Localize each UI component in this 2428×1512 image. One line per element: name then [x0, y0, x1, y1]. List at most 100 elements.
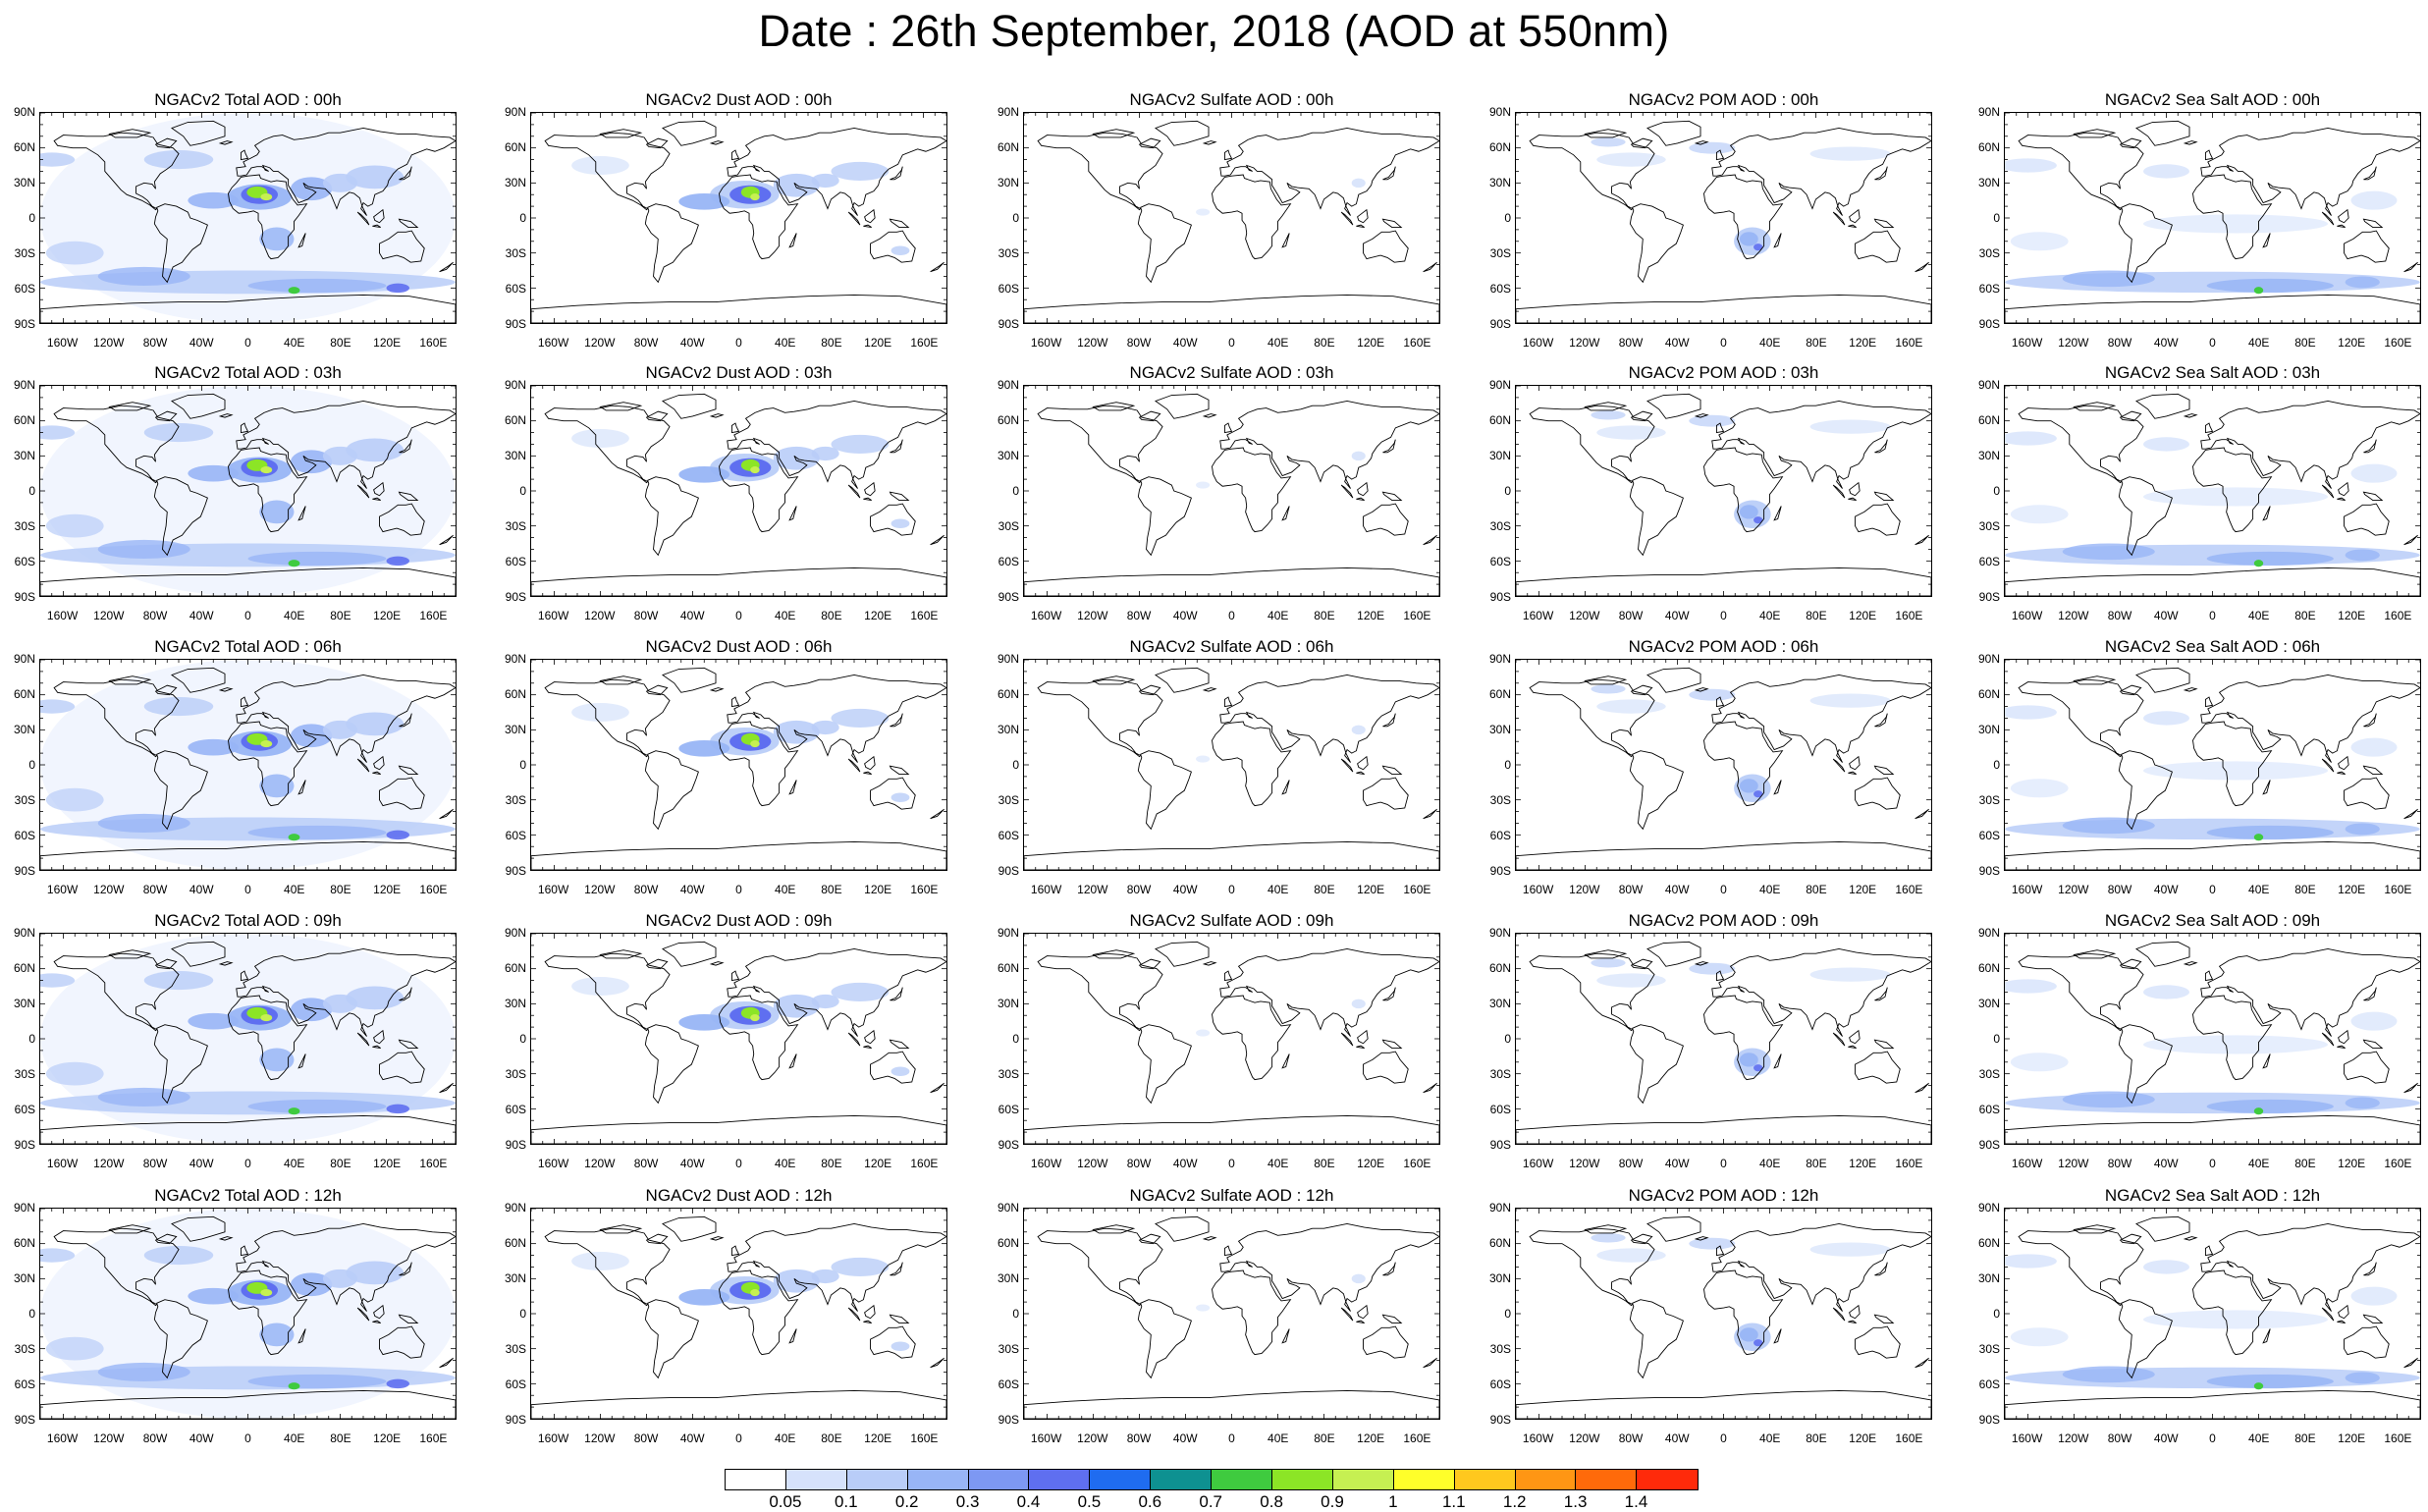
- map-panel-pom-3: NGACv2 POM AOD : 09h 90N 60N 30N 0 30S 60S 90S 1…: [1476, 911, 1967, 1186]
- coastline: [1356, 497, 1365, 501]
- lat-label: 90N: [13, 926, 35, 940]
- aod-plume: [750, 193, 760, 201]
- coastline: [379, 503, 425, 536]
- aod-plume: [288, 1382, 300, 1390]
- coastline: [1832, 1307, 1846, 1322]
- coastline: [1855, 1051, 1901, 1084]
- lon-label: 80E: [2294, 336, 2316, 350]
- aod-plume: [750, 1014, 760, 1022]
- panel-title: NGACv2 Total AOD : 09h: [154, 911, 342, 930]
- map-panel-dust-3: NGACv2 Dust AOD : 09h 90N 60N 30N 0 30S 60S 90S…: [491, 911, 982, 1186]
- coastline: [644, 1024, 699, 1105]
- world-map: [2004, 659, 2421, 871]
- lon-label: 80E: [1806, 609, 1827, 622]
- colorbar-tick-label: 0.05: [769, 1492, 802, 1511]
- lon-label: 0: [1228, 336, 1235, 350]
- lon-label: 40E: [1268, 1157, 1289, 1170]
- lon-label: 160E: [2384, 883, 2412, 896]
- coastline: [356, 484, 370, 499]
- colorbar-tick-label: 0.2: [894, 1492, 919, 1511]
- aod-plume: [259, 1323, 295, 1347]
- coastline: [2073, 1224, 2117, 1234]
- coastline: [847, 1307, 861, 1322]
- coastline: [1219, 1223, 1439, 1312]
- aod-plume: [890, 245, 910, 256]
- lon-label: 120E: [864, 1431, 892, 1445]
- coastline: [1529, 405, 1655, 484]
- coastline: [228, 995, 308, 1081]
- coastline: [645, 137, 669, 149]
- lon-label: 160E: [1895, 609, 1923, 622]
- lon-label: 160E: [1403, 1431, 1431, 1445]
- lat-label: 30N: [1488, 723, 1511, 736]
- lat-label: 60S: [1978, 1377, 2000, 1391]
- coastline: [1584, 949, 1628, 959]
- coastline: [1848, 1045, 1857, 1049]
- lat-label: 60S: [14, 282, 35, 296]
- lon-label: 40E: [1268, 609, 1289, 622]
- lon-label: 120E: [373, 1431, 402, 1445]
- coastline: [297, 233, 306, 248]
- world-map: [1515, 1208, 1932, 1420]
- coastline: [930, 534, 944, 546]
- coastline: [1694, 687, 1709, 692]
- lon-label: 160W: [1030, 1431, 1062, 1445]
- coastline: [709, 413, 725, 418]
- colorbar-swatch: [1637, 1470, 1699, 1489]
- aod-plume: [571, 428, 629, 449]
- colorbar-tick-label: 0.4: [1016, 1492, 1041, 1511]
- coastline: [1219, 675, 1439, 763]
- coastline: [727, 128, 946, 216]
- coastline: [2363, 987, 2377, 1001]
- lon-label: 120W: [93, 1157, 125, 1170]
- lon-label: 0: [1228, 1157, 1235, 1170]
- aod-plume: [2206, 278, 2334, 294]
- lon-label: 40W: [1172, 1431, 1198, 1445]
- lat-label: 60N: [504, 140, 526, 154]
- coastline: [2118, 1024, 2173, 1105]
- lat-label: 90N: [13, 1201, 35, 1215]
- world-map: [1023, 659, 1440, 871]
- coastline: [1092, 675, 1136, 685]
- lat-label: 30S: [998, 519, 1019, 533]
- coastline: [1138, 410, 1161, 422]
- lon-label: 160E: [2384, 609, 2412, 622]
- coastline: [379, 777, 425, 810]
- map-canvas: [1024, 386, 1439, 596]
- lat-label: 30N: [997, 449, 1019, 462]
- lat-label: 30N: [504, 997, 526, 1010]
- aod-plume: [260, 466, 273, 474]
- coastline: [2321, 1307, 2335, 1322]
- coastline: [930, 808, 944, 820]
- aod-plume: [188, 738, 240, 756]
- panel-title: NGACv2 Sea Salt AOD : 03h: [2104, 363, 2321, 382]
- aod-plume: [2350, 190, 2398, 210]
- lat-label: 0: [1993, 1307, 2000, 1321]
- aod-plume: [2143, 761, 2328, 781]
- aod-plume: [97, 1087, 190, 1107]
- map-panel-seasalt-4: NGACv2 Sea Salt AOD : 12h 90N 60N 30N 0 30S 60…: [1965, 1186, 2428, 1461]
- coastline: [228, 721, 308, 807]
- coastline: [1281, 233, 1290, 248]
- lon-label: 80W: [142, 883, 168, 896]
- coastline: [1212, 1269, 1292, 1356]
- coastline: [1155, 941, 1210, 967]
- coastline: [2262, 1053, 2271, 1069]
- lon-label: 40W: [1664, 609, 1690, 622]
- coastline: [171, 667, 226, 693]
- coastline: [2005, 1390, 2420, 1419]
- lat-label: 90S: [1978, 590, 2000, 604]
- lon-label: 120E: [1357, 883, 1385, 896]
- lon-label: 0: [1228, 883, 1235, 896]
- coastline: [2321, 758, 2335, 773]
- lat-label: 30S: [1978, 519, 2000, 533]
- lon-label: 40W: [2153, 1431, 2179, 1445]
- lat-label: 0: [1504, 484, 1511, 498]
- map-canvas: [1024, 934, 1439, 1144]
- coastline: [297, 1328, 306, 1344]
- coastline: [847, 758, 861, 773]
- colorbar-tick-label: 0.6: [1138, 1492, 1162, 1511]
- lon-label: 0: [2209, 883, 2216, 896]
- lon-label: 80W: [2107, 336, 2132, 350]
- coastline: [889, 765, 910, 775]
